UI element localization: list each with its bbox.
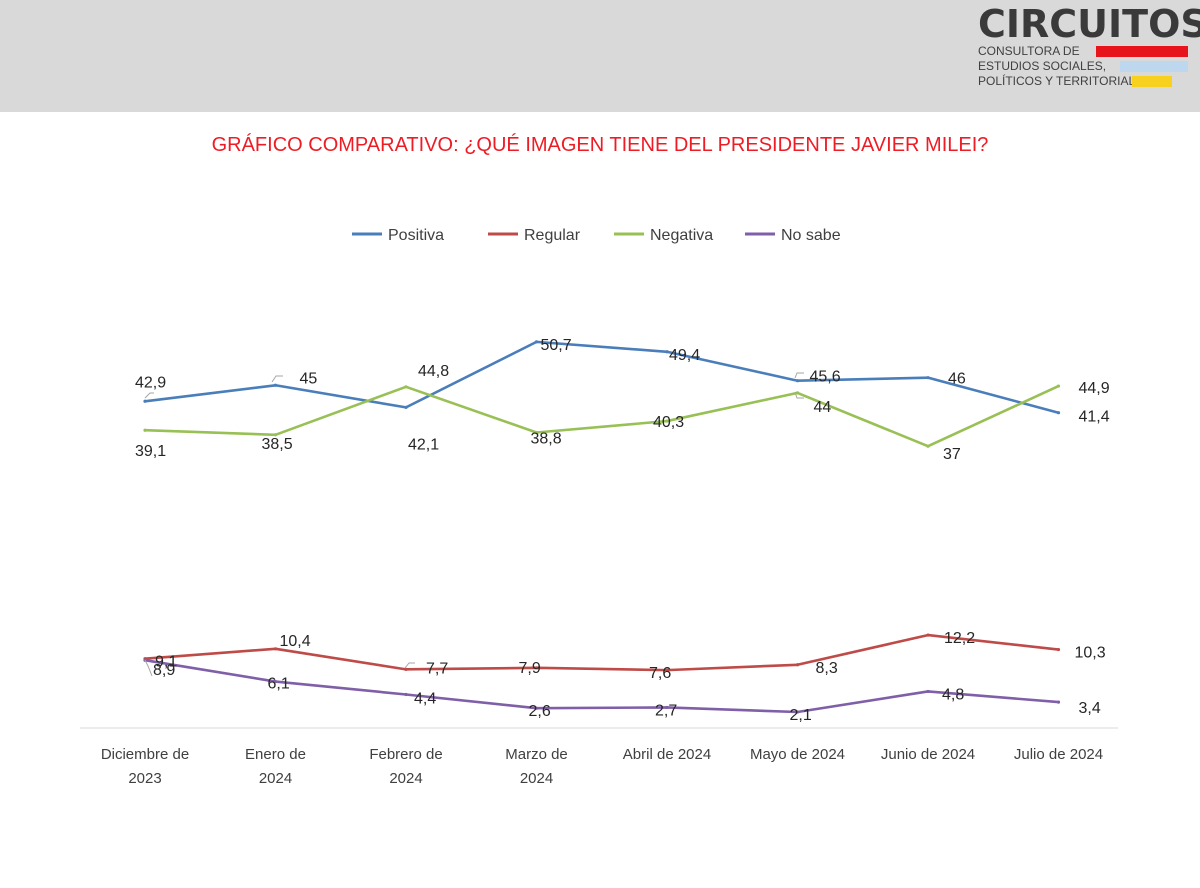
logo-line-2-text: ESTUDIOS SOCIALES, [978,59,1107,73]
data-label-regular: 7,7 [426,660,448,677]
data-label-positiva: 46 [948,371,966,388]
data-label-regular: 10,4 [280,633,311,650]
data-point-no-sabe [534,706,539,710]
data-point-positiva [926,376,930,380]
data-label-negativa: 44,9 [1079,380,1110,397]
label-leader-line [144,659,153,677]
data-point-regular [404,667,408,671]
data-label-negativa: 38,8 [531,430,562,447]
data-point-positiva [273,383,278,387]
chart-title: GRÁFICO COMPARATIVO: ¿QUÉ IMAGEN TIENE D… [211,134,989,156]
x-tick-label: Abril de 2024 [623,746,711,763]
circuitos-logo: CIRCUITOS CONSULTORA DE ESTUDIOS SOCIALE… [978,2,1200,89]
data-point-regular [926,633,930,637]
data-point-positiva [404,405,408,409]
data-label-no-sabe: 2,1 [790,707,812,724]
series-line-negativa [143,384,1060,448]
data-point-positiva [795,379,800,383]
data-label-regular: 12,2 [944,630,975,647]
data-point-negativa [795,391,800,395]
logo-line-3-text: POLÍTICOS Y TERRITORIALES [978,74,1152,88]
legend-label-regular: Regular [524,227,581,244]
label-leader-line [404,662,415,669]
data-label-no-sabe: 3,4 [1079,700,1101,717]
data-point-regular [1056,647,1061,652]
data-label-no-sabe: 4,4 [414,690,436,707]
logo-bar-yellow [1132,76,1172,87]
data-label-no-sabe: 2,6 [529,703,551,720]
data-label-positiva: 50,7 [541,337,572,354]
x-tick-label: Febrero de 2024 [369,746,442,787]
data-point-negativa [534,430,539,435]
data-point-regular [665,668,669,672]
label-leader-line [794,391,804,399]
logo-line-2: ESTUDIOS SOCIALES, [978,59,1188,74]
data-label-positiva: 45 [300,370,318,387]
data-point-negativa [143,428,147,432]
logo-title: CIRCUITOS [978,2,1200,46]
data-point-regular [273,647,278,651]
data-point-regular [795,663,800,667]
data-point-no-sabe [795,710,800,714]
data-label-negativa: 44 [814,399,832,416]
label-leader-line [144,392,154,399]
data-label-positiva: 42,1 [408,436,439,453]
data-label-negativa: 40,3 [653,414,684,431]
data-label-no-sabe: 2,7 [655,702,677,719]
series-line-positiva [143,340,1060,414]
data-label-regular: 9,1 [155,654,177,671]
data-point-no-sabe [665,705,669,710]
data-label-negativa: 38,5 [262,436,293,453]
data-point-negativa [404,385,408,389]
data-point-negativa [1056,384,1061,388]
data-point-positiva [665,350,669,354]
label-leader-line [271,375,283,383]
data-label-positiva: 42,9 [135,374,166,391]
header-band [0,0,1200,112]
data-point-negativa [273,433,278,437]
legend-label-positiva: Positiva [388,227,444,244]
data-label-negativa: 37 [943,446,961,463]
data-label-no-sabe: 8,9 [153,662,175,679]
data-label-positiva: 41,4 [1079,409,1110,426]
data-point-no-sabe [273,679,278,684]
data-point-no-sabe [404,692,408,697]
data-point-no-sabe [926,689,930,694]
data-point-negativa [665,419,669,423]
legend-label-no-sabe: No sabe [781,227,841,244]
label-leader-line [794,372,804,379]
data-point-negativa [926,444,930,448]
data-label-no-sabe: 4,8 [942,686,964,703]
data-point-positiva [1056,411,1061,415]
logo-line-3: POLÍTICOS Y TERRITORIALES [978,74,1188,89]
data-point-no-sabe [1056,700,1061,704]
data-label-regular: 10,3 [1075,645,1106,662]
x-tick-label: Junio de 2024 [881,746,975,763]
data-label-no-sabe: 6,1 [268,676,290,693]
series-line-regular [143,633,1060,672]
logo-bar-blue [1120,61,1188,72]
data-label-regular: 7,6 [649,665,671,682]
series-line-no-sabe [143,658,1060,714]
data-label-regular: 7,9 [519,660,541,677]
logo-bar-red [1096,46,1188,57]
data-point-regular [534,666,539,670]
data-label-negativa: 39,1 [135,443,166,460]
x-tick-label: Enero de 2024 [245,746,306,787]
x-tick-label: Mayo de 2024 [750,746,845,763]
data-label-positiva: 49,4 [669,347,700,364]
legend-label-negativa: Negativa [650,227,713,244]
data-point-positiva [143,399,147,403]
data-label-regular: 8,3 [816,660,838,677]
data-label-positiva: 45,6 [810,369,841,386]
logo-line-1: CONSULTORA DE [978,44,1188,59]
x-tick-label: Julio de 2024 [1014,746,1103,763]
data-label-negativa: 44,8 [418,363,449,380]
x-tick-label: Diciembre de 2023 [101,746,189,787]
logo-line-1-text: CONSULTORA DE [978,44,1080,58]
x-tick-label: Marzo de 2024 [505,746,568,787]
data-point-positiva [534,340,539,344]
